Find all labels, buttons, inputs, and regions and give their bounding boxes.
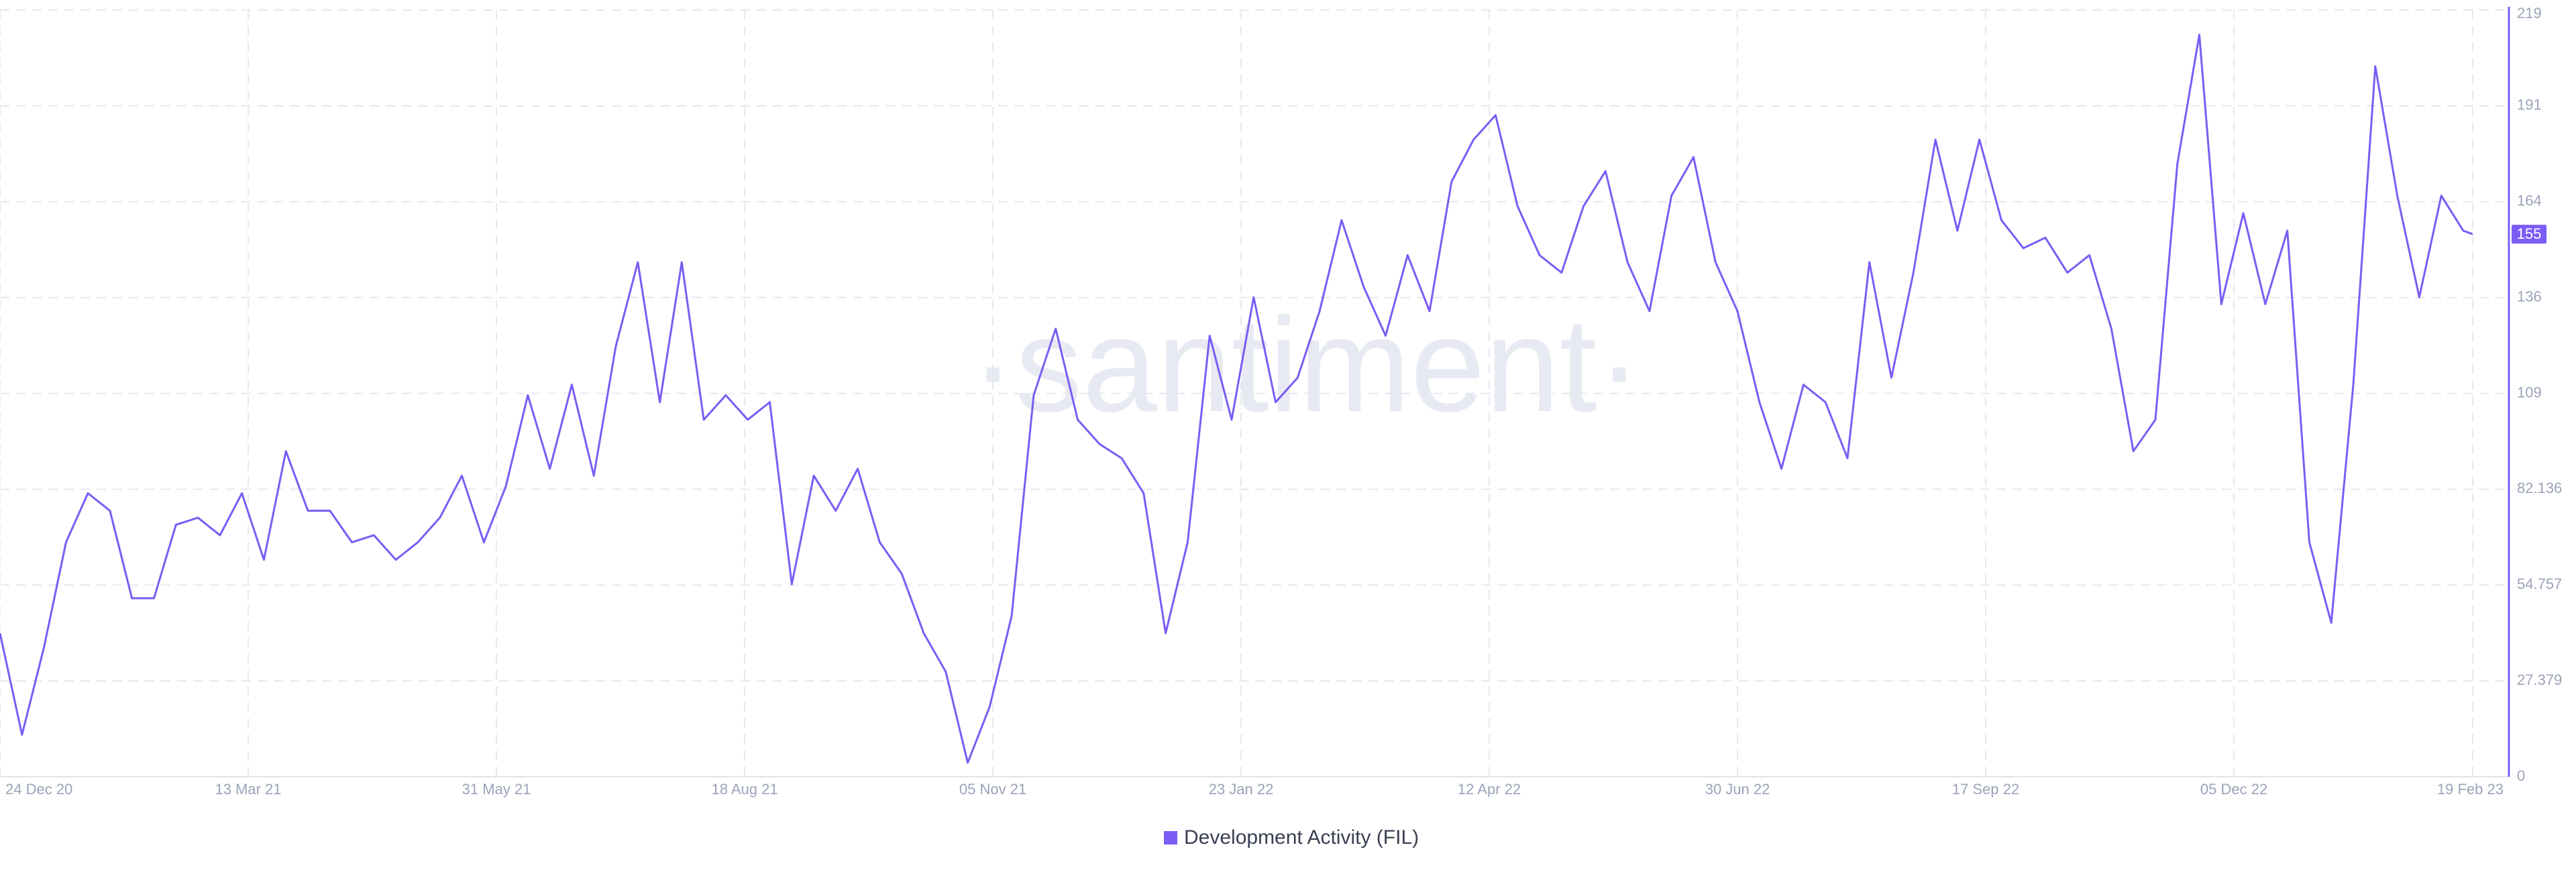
last-value-badge bbox=[2512, 225, 2546, 244]
x-tick-label: 05 Dec 22 bbox=[2200, 781, 2267, 798]
x-tick-label: 05 Nov 21 bbox=[959, 781, 1026, 798]
y-tick-label: 27.379 bbox=[2517, 671, 2562, 688]
last-value-label: 155 bbox=[2517, 225, 2542, 242]
y-tick-label: 109 bbox=[2517, 384, 2542, 400]
x-tick-label: 17 Sep 22 bbox=[1952, 781, 2019, 798]
legend-label: Development Activity (FIL) bbox=[1184, 826, 1419, 849]
watermark: ·santiment· bbox=[971, 290, 1642, 440]
x-tick-label: 19 Feb 23 bbox=[2437, 781, 2504, 798]
y-tick-label: 191 bbox=[2517, 97, 2542, 113]
x-tick-label: 12 Apr 22 bbox=[1458, 781, 1521, 798]
legend-swatch bbox=[1164, 831, 1177, 844]
y-tick-label: 0 bbox=[2517, 767, 2525, 784]
x-tick-label: 13 Mar 21 bbox=[215, 781, 281, 798]
x-tick-label: 30 Jun 22 bbox=[1705, 781, 1770, 798]
x-tick-label: 23 Jan 22 bbox=[1209, 781, 1274, 798]
y-tick-label: 219 bbox=[2517, 5, 2542, 21]
y-tick-label: 164 bbox=[2517, 193, 2542, 209]
y-tick-label: 54.757 bbox=[2517, 576, 2562, 592]
y-tick-label: 82.136 bbox=[2517, 480, 2562, 496]
y-tick-label: 136 bbox=[2517, 288, 2542, 305]
line-series bbox=[0, 34, 2473, 764]
x-tick-label: 24 Dec 20 bbox=[5, 781, 72, 798]
x-tick-label: 18 Aug 21 bbox=[711, 781, 777, 798]
legend: Development Activity (FIL) bbox=[1164, 826, 1419, 849]
x-tick-label: 31 May 21 bbox=[462, 781, 531, 798]
